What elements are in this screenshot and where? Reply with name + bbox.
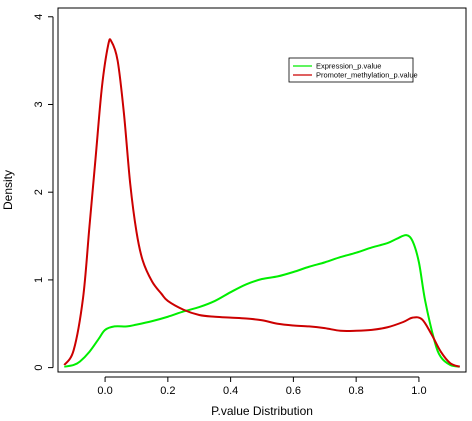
x-tick-label: 1.0: [411, 385, 426, 397]
y-tick-label: 4: [33, 14, 45, 20]
series-line-expression: [64, 234, 460, 368]
y-tick-label: 2: [33, 189, 45, 195]
series-line-promoter-methylation: [63, 38, 461, 368]
x-tick-label: 0.2: [160, 385, 175, 397]
legend: Expression_p.valuePromoter_methylation_p…: [288, 57, 418, 83]
y-tick-label: 0: [33, 365, 45, 371]
y-axis-title: Density: [1, 170, 15, 210]
y-tick-label: 1: [33, 277, 45, 283]
x-tick-label: 0.8: [349, 385, 364, 397]
x-tick-label: 0.0: [97, 385, 112, 397]
legend-box: [288, 57, 414, 83]
legend-label: Expression_p.value: [316, 62, 381, 71]
y-axis: 0 1 2 3 4: [33, 14, 54, 371]
x-axis: 0.0 0.2 0.4 0.6 0.8 1.0: [97, 376, 427, 397]
y-tick-label: 3: [33, 101, 45, 107]
x-tick-label: 0.4: [223, 385, 238, 397]
series-layer: [63, 38, 461, 368]
x-axis-title: P.value Distribution: [211, 404, 313, 418]
legend-label: Promoter_methylation_p.value: [316, 71, 418, 80]
plot-frame: [57, 7, 467, 373]
x-tick-label: 0.6: [286, 385, 301, 397]
